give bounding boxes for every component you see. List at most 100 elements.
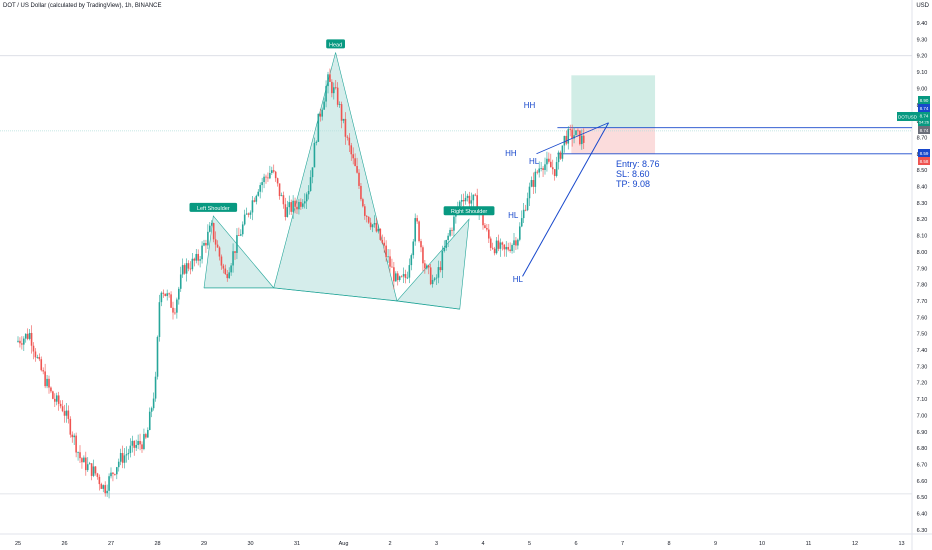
candle-body bbox=[30, 332, 33, 346]
candle-body bbox=[377, 228, 380, 232]
candle-body bbox=[427, 265, 430, 268]
candle-body bbox=[497, 240, 500, 249]
candle-body bbox=[102, 485, 105, 489]
candle-body bbox=[172, 307, 174, 313]
candle-body bbox=[404, 274, 407, 278]
y-tick-label: 8.30 bbox=[917, 201, 928, 207]
y-tick-label: 7.00 bbox=[917, 413, 928, 419]
y-tick-label: 9.10 bbox=[917, 70, 928, 76]
candle-body bbox=[356, 166, 358, 173]
candle-body bbox=[577, 130, 579, 132]
candle-body bbox=[300, 201, 302, 207]
candle-body bbox=[59, 403, 62, 407]
right-shoulder-area bbox=[396, 218, 470, 310]
candle-body bbox=[460, 200, 463, 202]
candle-body bbox=[195, 253, 198, 261]
candle-body bbox=[100, 484, 103, 489]
candle-body bbox=[553, 169, 556, 176]
candle-body bbox=[50, 387, 52, 392]
candle-body bbox=[112, 472, 114, 475]
candle-body bbox=[408, 265, 411, 278]
candle-body bbox=[517, 239, 519, 246]
candle-body bbox=[94, 466, 97, 474]
candle-body bbox=[147, 429, 149, 438]
candle-body bbox=[470, 200, 473, 204]
candle-body bbox=[493, 248, 496, 254]
candle-body bbox=[445, 239, 447, 248]
candle-body bbox=[168, 293, 170, 295]
y-tick-label: 7.70 bbox=[917, 299, 928, 305]
candle-body bbox=[346, 136, 349, 138]
candle-body bbox=[181, 265, 184, 275]
candle-body bbox=[323, 101, 325, 110]
hh-label-mid: HH bbox=[505, 149, 517, 158]
candle-body bbox=[191, 258, 194, 270]
candle-body bbox=[340, 104, 343, 121]
candle-body bbox=[375, 223, 378, 232]
candle-body bbox=[96, 473, 99, 477]
sl-price-tag: 8.59 bbox=[920, 151, 929, 156]
candle-body bbox=[17, 340, 19, 342]
hl-label-mid: HL bbox=[508, 211, 519, 220]
candle-body bbox=[422, 247, 424, 264]
x-tick-label: 29 bbox=[201, 541, 207, 547]
candle-body bbox=[305, 194, 308, 202]
candle-body bbox=[98, 476, 101, 485]
candle-body bbox=[387, 256, 389, 258]
candle-body bbox=[54, 398, 56, 402]
entry-price-tag-bg bbox=[918, 104, 930, 112]
candle-body bbox=[21, 343, 23, 345]
candle-body bbox=[36, 357, 39, 358]
profit-zone bbox=[571, 75, 656, 128]
candle-body bbox=[509, 249, 511, 251]
right-shoulder-label: Right Shoulder bbox=[451, 209, 488, 215]
candle-body bbox=[166, 293, 168, 296]
candle-body bbox=[259, 185, 261, 192]
x-tick-label: 4 bbox=[481, 541, 484, 547]
candle-body bbox=[484, 225, 486, 229]
candle-body bbox=[57, 395, 60, 404]
candle-body bbox=[261, 182, 263, 186]
candle-body bbox=[329, 74, 331, 82]
candle-body bbox=[511, 245, 513, 251]
candle-body bbox=[538, 168, 540, 173]
hh-label-top: HH bbox=[524, 101, 536, 110]
candle-body bbox=[243, 214, 246, 225]
candle-body bbox=[123, 455, 126, 463]
y-tick-label: 7.20 bbox=[917, 381, 928, 387]
candle-body bbox=[582, 135, 585, 143]
candle-body bbox=[575, 130, 577, 136]
candle-body bbox=[334, 87, 337, 89]
tp-text: TP: 9.08 bbox=[616, 179, 651, 189]
candle-body bbox=[367, 216, 370, 223]
candle-body bbox=[338, 104, 341, 105]
candle-body bbox=[216, 244, 219, 248]
y-tick-label: 6.80 bbox=[917, 446, 928, 452]
candle-body bbox=[400, 276, 403, 278]
candle-body bbox=[389, 256, 391, 267]
candle-body bbox=[433, 278, 436, 281]
symbol-price-tag: 8.74 bbox=[920, 114, 929, 119]
candle-body bbox=[48, 378, 50, 388]
candle-body bbox=[108, 476, 110, 491]
candle-body bbox=[342, 118, 345, 121]
candle-body bbox=[139, 441, 141, 445]
x-tick-label: 10 bbox=[759, 541, 765, 547]
candle-body bbox=[288, 202, 291, 208]
y-tick-label: 8.00 bbox=[917, 250, 928, 256]
candle-body bbox=[71, 434, 74, 438]
candle-body bbox=[232, 251, 234, 266]
y-tick-label: 6.90 bbox=[917, 430, 928, 436]
candle-body bbox=[114, 474, 116, 475]
candle-body bbox=[352, 154, 354, 159]
candle-body bbox=[458, 201, 461, 209]
candle-body bbox=[61, 406, 64, 412]
candle-body bbox=[251, 200, 254, 213]
candle-body bbox=[534, 171, 537, 187]
y-tick-label: 7.80 bbox=[917, 283, 928, 289]
candle-body bbox=[515, 240, 517, 246]
candle-body bbox=[325, 86, 327, 102]
candle-body bbox=[327, 74, 329, 87]
candle-body bbox=[513, 240, 515, 246]
